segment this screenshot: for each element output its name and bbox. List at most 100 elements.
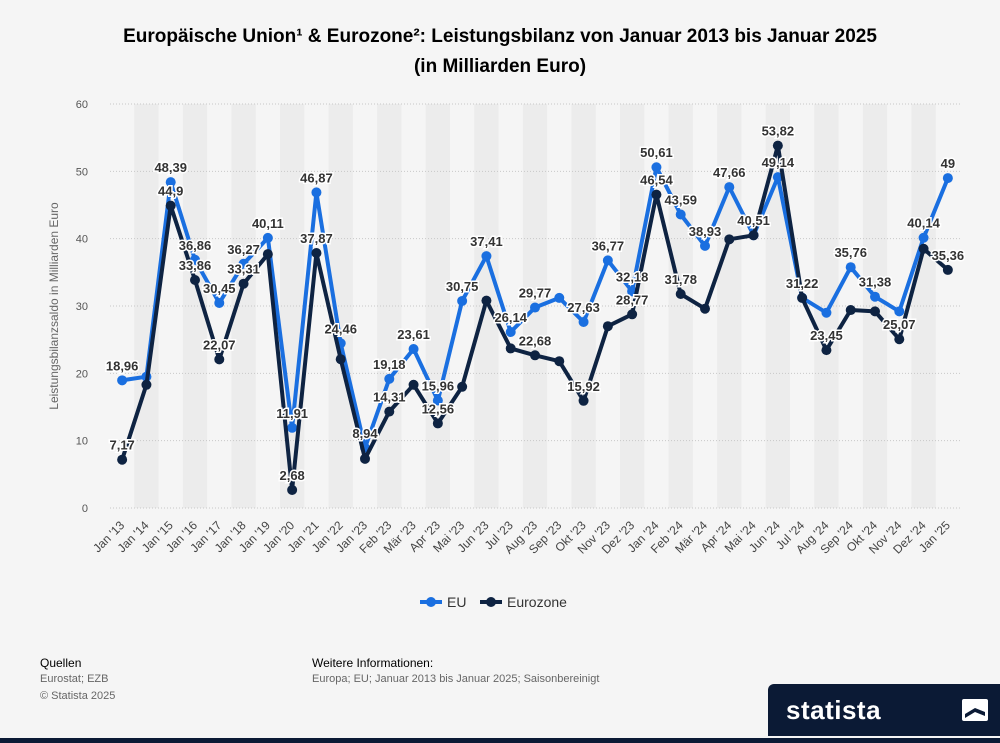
data-point-eurozone (117, 454, 128, 465)
data-point-eurozone (505, 343, 516, 354)
data-label-eurozone: 22,07 (203, 337, 236, 352)
data-point-eurozone (894, 334, 905, 345)
copyright-text: © Statista 2025 (40, 690, 116, 702)
data-point-eu (772, 172, 783, 183)
data-label-eu: 40,11 (252, 216, 284, 231)
data-point-eurozone (627, 309, 638, 320)
data-label-eu: 46,87 (300, 170, 333, 185)
y-axis-label: Leistungsbilanzsaldo in Milliarden Euro (47, 202, 61, 410)
legend-marker-eurozone (486, 597, 496, 607)
data-label-eu: 49 (941, 156, 955, 171)
data-point-eu (530, 302, 540, 313)
data-point-eurozone (141, 379, 152, 390)
data-point-eu (311, 187, 322, 198)
data-point-eurozone (845, 305, 856, 316)
data-label-eu: 38,93 (689, 224, 722, 239)
chart-title-line-2: (in Milliarden Euro) (413, 56, 587, 77)
data-label-eu: 49,14 (762, 155, 795, 170)
data-label-eu: 35,76 (834, 245, 867, 260)
data-label-eurozone: 2,68 (279, 468, 304, 483)
bottom-accent-bar (0, 738, 1000, 743)
data-point-eurozone (700, 303, 710, 314)
data-point-eu (870, 291, 880, 302)
data-point-eurozone (942, 264, 953, 275)
data-point-eu (457, 295, 468, 306)
column-band (280, 104, 305, 508)
data-label-eurozone: 33,86 (179, 258, 212, 273)
data-label-eurozone: 35,36 (932, 248, 965, 263)
data-label-eu: 24,46 (324, 321, 357, 336)
data-label-eu: 30,75 (446, 279, 479, 294)
data-label-eurozone: 25,07 (883, 317, 916, 332)
data-point-eurozone (165, 200, 176, 211)
data-point-eurozone (432, 418, 443, 429)
data-label-eu: 40,51 (737, 213, 770, 228)
data-label-eu: 31,38 (859, 275, 892, 290)
data-point-eurozone (262, 249, 273, 260)
data-point-eurozone (772, 140, 783, 151)
data-label-eu: 23,61 (397, 327, 430, 342)
data-label-eurozone: 22,68 (519, 333, 552, 348)
data-point-eu (894, 306, 905, 317)
legend-marker-eu (426, 597, 436, 607)
data-label-eu: 29,77 (519, 286, 552, 301)
data-label-eu: 32,18 (616, 269, 649, 284)
data-point-eu (165, 177, 176, 188)
data-point-eurozone (748, 230, 759, 241)
data-point-eu (554, 292, 565, 303)
data-label-eurozone: 28,77 (616, 292, 649, 307)
data-label-eurozone: 31,78 (664, 272, 697, 287)
statista-mark-icon (962, 699, 988, 721)
legend-label-eurozone: Eurozone (507, 594, 567, 610)
data-point-eurozone (554, 356, 565, 367)
data-point-eu (408, 344, 419, 355)
y-tick-label: 40 (76, 234, 88, 246)
data-label-eu: 19,18 (373, 357, 406, 372)
data-label-eu: 37,41 (470, 234, 503, 249)
data-label-eurozone: 15,92 (567, 379, 600, 394)
sources-text: Eurostat; EZB (40, 673, 109, 685)
data-label-eu: 48,39 (154, 160, 187, 175)
data-point-eu (918, 232, 929, 243)
data-point-eurozone (311, 248, 322, 259)
chart-title: Europäische Union¹ & Eurozone²: Leistung… (0, 22, 1000, 82)
data-point-eu (675, 209, 686, 220)
chart-title-line-1: Europäische Union¹ & Eurozone²: Leistung… (123, 26, 877, 47)
y-tick-label: 0 (82, 503, 88, 515)
data-label-eu: 43,59 (664, 192, 697, 207)
data-label-eu: 36,86 (179, 238, 212, 253)
data-label-eurozone: 44,9 (158, 184, 183, 199)
data-label-eurozone: 23,45 (810, 328, 843, 343)
data-point-eu (724, 182, 735, 193)
data-point-eurozone (190, 275, 200, 286)
data-label-eu: 15,96 (422, 379, 455, 394)
data-point-eu (384, 373, 395, 384)
data-point-eu (845, 262, 856, 273)
data-label-eurozone: 14,31 (373, 390, 406, 405)
y-tick-label: 20 (76, 368, 88, 380)
data-point-eurozone (481, 295, 492, 306)
data-point-eurozone (287, 484, 298, 495)
data-point-eu (700, 240, 710, 251)
data-point-eurozone (384, 406, 395, 417)
data-point-eurozone (797, 292, 808, 303)
data-point-eu (942, 173, 953, 184)
data-label-eu: 31,22 (786, 276, 819, 291)
data-point-eurozone (530, 350, 540, 361)
data-point-eu (238, 258, 249, 269)
data-label-eu: 8,94 (352, 426, 378, 441)
data-label-eu: 11,91 (276, 406, 308, 421)
data-label-eurozone: 33,31 (227, 262, 260, 277)
data-label-eu: 27,63 (567, 300, 600, 315)
data-label-eu: 40,14 (907, 216, 940, 231)
data-point-eurozone (578, 395, 589, 406)
data-label-eu: 18,96 (106, 358, 139, 373)
legend-label-eu: EU (447, 594, 466, 610)
data-label-eurozone: 7,17 (109, 438, 134, 453)
statista-logo[interactable]: statista (768, 684, 1000, 736)
y-tick-label: 30 (76, 301, 88, 313)
data-point-eu (117, 375, 128, 386)
data-label-eurozone: 53,82 (762, 124, 795, 139)
data-point-eu (821, 307, 832, 318)
data-label-eu: 30,45 (203, 281, 236, 296)
